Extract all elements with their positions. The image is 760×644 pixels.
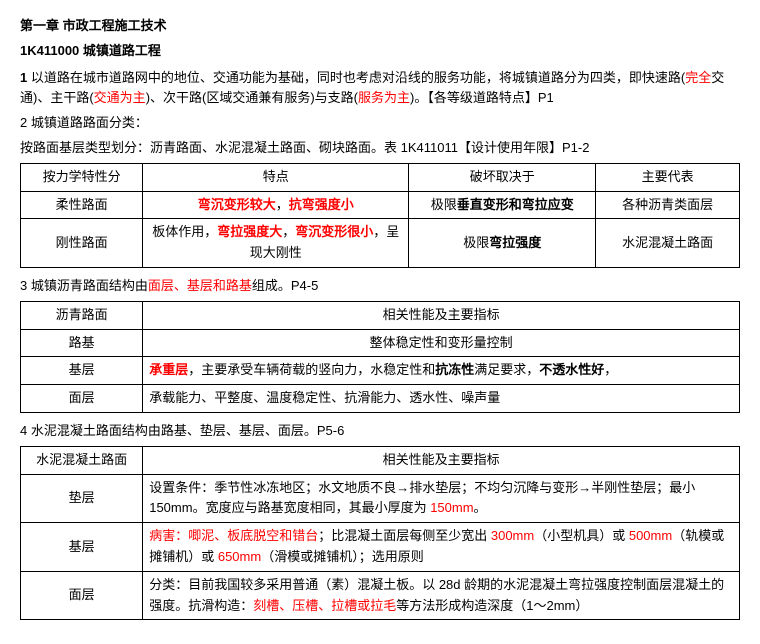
hl: 500mm (629, 528, 672, 543)
th: 按力学特性分 (21, 163, 143, 191)
paragraph-1: 1 以道路在城市道路网中的地位、交通功能为基础，同时也考虑对沿线的服务功能，将城… (20, 68, 740, 110)
hl: 弯拉强度 (489, 235, 541, 250)
hl: 完全 (685, 70, 711, 85)
cell: 柔性路面 (21, 191, 143, 219)
cell: 各种沥青类面层 (596, 191, 740, 219)
text: 满足要求， (474, 362, 539, 377)
cell: 弯沉变形较大，抗弯强度小 (143, 191, 409, 219)
table-concrete: 水泥混凝土路面 相关性能及主要指标 垫层 设置条件：季节性冰冻地区；水文地质不良… (20, 446, 740, 621)
hl: 弯沉变形很小 (295, 224, 373, 239)
text: （小型机具）或 (534, 528, 629, 543)
th: 水泥混凝土路面 (21, 446, 143, 474)
text: ；比混凝土面层每侧至少宽出 (318, 528, 491, 543)
hl: 抗冻性 (435, 362, 474, 377)
cell: 路基 (21, 329, 143, 357)
text: ，主要承受车辆荷载的竖向力，水稳定性和 (188, 362, 435, 377)
cell: 基层 (21, 357, 143, 385)
table-row: 路基 整体稳定性和变形量控制 (21, 329, 740, 357)
hl: 抗弯强度小 (289, 197, 354, 212)
table-row: 刚性路面 板体作用，弯拉强度大，弯沉变形很小，呈现大刚性 极限弯拉强度 水泥混凝… (21, 219, 740, 268)
table-row: 面层 分类：目前我国较多采用普通（素）混凝土板。以 28d 龄期的水泥混凝土弯拉… (21, 571, 740, 620)
table-asphalt: 沥青路面 相关性能及主要指标 路基 整体稳定性和变形量控制 基层 承重层，主要承… (20, 301, 740, 413)
cell: 面层 (21, 571, 143, 620)
text: 3 城镇沥青路面结构由 (20, 278, 148, 293)
cell: 面层 (21, 385, 143, 413)
hl: 300mm (491, 528, 534, 543)
hl: 承重层 (149, 362, 188, 377)
paragraph-4: 4 水泥混凝土路面结构由路基、垫层、基层、面层。P5-6 (20, 421, 740, 442)
table-row: 基层 病害：唧泥、板底脱空和错台；比混凝土面层每侧至少宽出 300mm（小型机具… (21, 523, 740, 572)
hl: 弯拉强度大 (217, 224, 282, 239)
table-row: 垫层 设置条件：季节性冰冻地区；水文地质不良→排水垫层；不均匀沉降与变形→半刚性… (21, 474, 740, 523)
text: 。 (474, 500, 487, 515)
section-code: 1K411000 城镇道路工程 (20, 41, 740, 62)
table-row: 面层 承载能力、平整度、温度稳定性、抗滑能力、透水性、噪声量 (21, 385, 740, 413)
text: ， (604, 362, 617, 377)
table-row: 柔性路面 弯沉变形较大，抗弯强度小 极限垂直变形和弯拉应变 各种沥青类面层 (21, 191, 740, 219)
hl: 弯沉变形较大 (198, 197, 276, 212)
table-row: 沥青路面 相关性能及主要指标 (21, 301, 740, 329)
table-mechanics: 按力学特性分 特点 破坏取决于 主要代表 柔性路面 弯沉变形较大，抗弯强度小 极… (20, 163, 740, 268)
text: 板体作用， (152, 224, 217, 239)
th: 破坏取决于 (409, 163, 596, 191)
hl: 150mm (430, 500, 473, 515)
paragraph-3: 3 城镇沥青路面结构由面层、基层和路基组成。P4-5 (20, 276, 740, 297)
th: 相关性能及主要指标 (143, 301, 740, 329)
cell: 整体稳定性和变形量控制 (143, 329, 740, 357)
th: 沥青路面 (21, 301, 143, 329)
cell: 极限弯拉强度 (409, 219, 596, 268)
table-row: 基层 承重层，主要承受车辆荷载的竖向力，水稳定性和抗冻性满足要求，不透水性好， (21, 357, 740, 385)
cell: 基层 (21, 523, 143, 572)
cell: 承载能力、平整度、温度稳定性、抗滑能力、透水性、噪声量 (143, 385, 740, 413)
chapter-title: 第一章 市政工程施工技术 (20, 16, 740, 37)
text: （滑模或摊铺机）；选用原则 (261, 549, 424, 564)
text: ， (282, 224, 295, 239)
table-row: 水泥混凝土路面 相关性能及主要指标 (21, 446, 740, 474)
hl: 交通为主 (94, 90, 146, 105)
cell: 垫层 (21, 474, 143, 523)
table-row: 按力学特性分 特点 破坏取决于 主要代表 (21, 163, 740, 191)
cell: 板体作用，弯拉强度大，弯沉变形很小，呈现大刚性 (143, 219, 409, 268)
hl: 刻槽、压槽、拉槽或拉毛 (253, 598, 396, 613)
text: )。【各等级道路特点】P1 (410, 90, 554, 105)
hl: 面层、基层和路基 (148, 278, 252, 293)
cell: 刚性路面 (21, 219, 143, 268)
cell: 病害：唧泥、板底脱空和错台；比混凝土面层每侧至少宽出 300mm（小型机具）或 … (143, 523, 740, 572)
cell: 设置条件：季节性冰冻地区；水文地质不良→排水垫层；不均匀沉降与变形→半刚性垫层；… (143, 474, 740, 523)
hl: 650mm (218, 549, 261, 564)
text: 设置条件：季节性冰冻地区；水文地质不良→排水垫层；不均匀沉降与变形→半刚性垫层；… (149, 480, 695, 516)
cell: 分类：目前我国较多采用普通（素）混凝土板。以 28d 龄期的水泥混凝土弯拉强度控… (143, 571, 740, 620)
text: 极限 (463, 235, 489, 250)
cell: 承重层，主要承受车辆荷载的竖向力，水稳定性和抗冻性满足要求，不透水性好， (143, 357, 740, 385)
text: 等方法形成构造深度（1～2mm） (396, 598, 588, 613)
cell: 极限垂直变形和弯拉应变 (409, 191, 596, 219)
text: 组成。P4-5 (252, 278, 318, 293)
th: 主要代表 (596, 163, 740, 191)
paragraph-2b: 按路面基层类型划分：沥青路面、水泥混凝土路面、砌块路面。表 1K411011【设… (20, 138, 740, 159)
text: ， (276, 197, 289, 212)
text: 以道路在城市道路网中的地位、交通功能为基础，同时也考虑对沿线的服务功能，将城镇道… (27, 70, 685, 85)
hl: 服务为主 (358, 90, 410, 105)
hl: 垂直变形和弯拉应变 (457, 197, 574, 212)
cell: 水泥混凝土路面 (596, 219, 740, 268)
paragraph-2: 2 城镇道路路面分类： (20, 113, 740, 134)
text: )、次干路(区域交通兼有服务)与支路( (146, 90, 358, 105)
hl: 病害：唧泥、板底脱空和错台 (149, 528, 318, 543)
hl: 不透水性好 (539, 362, 604, 377)
th: 特点 (143, 163, 409, 191)
th: 相关性能及主要指标 (143, 446, 740, 474)
text: 极限 (431, 197, 457, 212)
